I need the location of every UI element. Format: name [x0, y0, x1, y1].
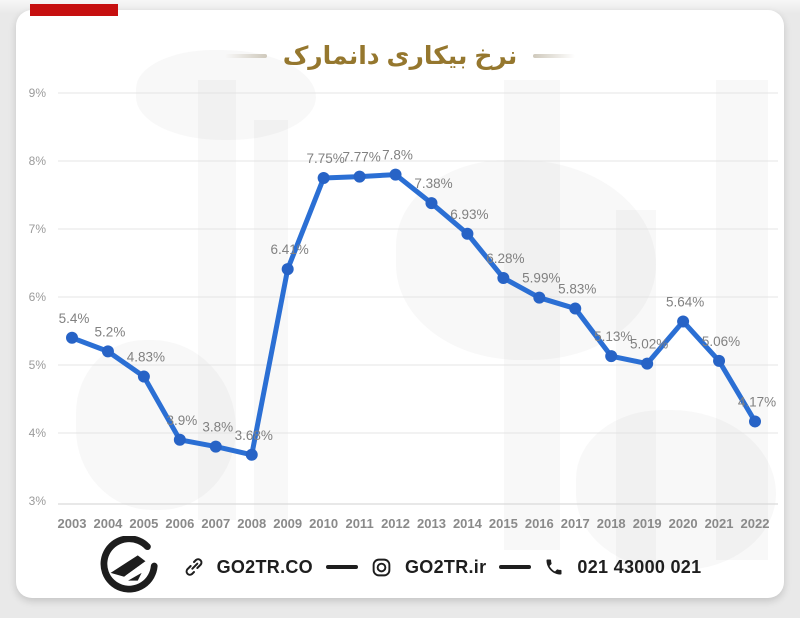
- data-point-label: 3.9%: [166, 413, 197, 428]
- x-tick-label: 2022: [741, 516, 770, 531]
- x-tick-label: 2020: [669, 516, 698, 531]
- x-tick-label: 2006: [165, 516, 194, 531]
- x-tick-label: 2009: [273, 516, 302, 531]
- data-point: [569, 302, 582, 315]
- x-tick-label: 2019: [633, 516, 662, 531]
- data-point: [749, 415, 761, 428]
- title-decoration-line: [224, 54, 267, 58]
- data-point-label: 3.68%: [235, 428, 273, 443]
- x-tick-label: 2013: [417, 516, 446, 531]
- x-tick-label: 2021: [705, 516, 734, 531]
- data-point-label: 6.41%: [271, 242, 309, 257]
- x-tick-label: 2011: [345, 516, 373, 531]
- chart-header: نرخ بیکاری دانمارک: [16, 36, 784, 76]
- data-point-label: 5.64%: [666, 294, 704, 309]
- data-point: [461, 227, 474, 240]
- phone-number: 021 43000 021: [577, 556, 702, 577]
- x-tick-label: 2008: [237, 516, 266, 531]
- data-point: [317, 172, 330, 184]
- data-point: [605, 350, 618, 363]
- y-tick-label: 3%: [29, 494, 47, 508]
- x-tick-label: 2015: [489, 516, 518, 531]
- y-tick-label: 9%: [29, 86, 47, 100]
- link-icon: [184, 557, 204, 577]
- data-point-label: 6.28%: [486, 251, 524, 266]
- x-tick-label: 2010: [309, 516, 338, 531]
- data-point-label: 4.83%: [127, 350, 165, 365]
- data-point: [353, 170, 366, 183]
- data-point: [425, 197, 438, 210]
- y-tick-label: 6%: [29, 290, 47, 304]
- x-tick-label: 2007: [201, 516, 230, 531]
- title-decoration-line: [533, 54, 576, 58]
- data-point-label: 7.8%: [382, 148, 413, 163]
- data-point: [641, 357, 654, 370]
- chart-line: [69, 172, 758, 458]
- data-point: [209, 440, 222, 453]
- footer-contact-bar: GO2TR.CO GO2TR.ir 021 43000 021: [16, 532, 784, 598]
- data-point-label: 7.77%: [342, 150, 380, 165]
- data-point-label: 5.06%: [702, 334, 740, 349]
- data-point-label: 5.83%: [558, 282, 596, 297]
- data-point: [245, 448, 258, 461]
- data-point: [533, 291, 546, 304]
- x-tick-label: 2017: [561, 516, 590, 531]
- website-link: GO2TR.CO: [216, 556, 313, 577]
- y-tick-label: 8%: [29, 154, 47, 168]
- y-tick-label: 5%: [29, 358, 47, 372]
- y-tick-label: 7%: [29, 222, 47, 236]
- x-tick-label: 2003: [58, 516, 87, 531]
- data-point-label: 6.93%: [450, 207, 488, 222]
- data-point-label: 7.75%: [306, 151, 344, 166]
- data-point-label: 4.17%: [738, 394, 776, 409]
- top-red-bar: [30, 4, 118, 16]
- x-tick-label: 2014: [453, 516, 483, 531]
- data-point: [137, 370, 150, 383]
- separator-dash: [325, 565, 358, 569]
- instagram-handle: GO2TR.ir: [404, 556, 487, 577]
- data-point: [281, 263, 294, 276]
- go2tr-logo: [99, 536, 161, 598]
- x-tick-label: 2016: [525, 516, 554, 531]
- data-point: [677, 315, 690, 328]
- data-point: [389, 168, 402, 181]
- data-point-label: 5.2%: [95, 324, 126, 339]
- x-tick-label: 2012: [381, 516, 410, 531]
- separator-dash: [499, 565, 532, 569]
- page-title: نرخ بیکاری دانمارک: [282, 42, 518, 70]
- data-point: [173, 433, 186, 446]
- data-point-label: 5.13%: [594, 329, 632, 344]
- unemployment-line-chart: 3% 4% 5% 6% 7% 8% 9% 2003 2004 2005 2006 2007 2008 20…: [29, 86, 778, 531]
- data-point: [66, 331, 78, 344]
- data-point-label: 3.8%: [202, 420, 233, 435]
- data-point-label: 5.4%: [59, 311, 90, 326]
- y-tick-label: 4%: [29, 426, 47, 440]
- x-tick-label: 2018: [597, 516, 626, 531]
- x-tick-label: 2004: [93, 516, 123, 531]
- infographic-card: نرخ بیکاری دانمارک 3% 4% 5% 6% 7% 8% 9% 2003 200…: [16, 10, 784, 598]
- phone-icon: [544, 557, 564, 577]
- data-point-label: 5.02%: [630, 337, 668, 352]
- data-point: [713, 354, 726, 367]
- x-tick-label: 2005: [129, 516, 158, 531]
- data-point: [497, 271, 510, 284]
- data-point-label: 7.38%: [414, 176, 452, 191]
- data-point: [101, 345, 114, 358]
- instagram-icon: [371, 557, 392, 578]
- data-point-label: 5.99%: [522, 271, 560, 286]
